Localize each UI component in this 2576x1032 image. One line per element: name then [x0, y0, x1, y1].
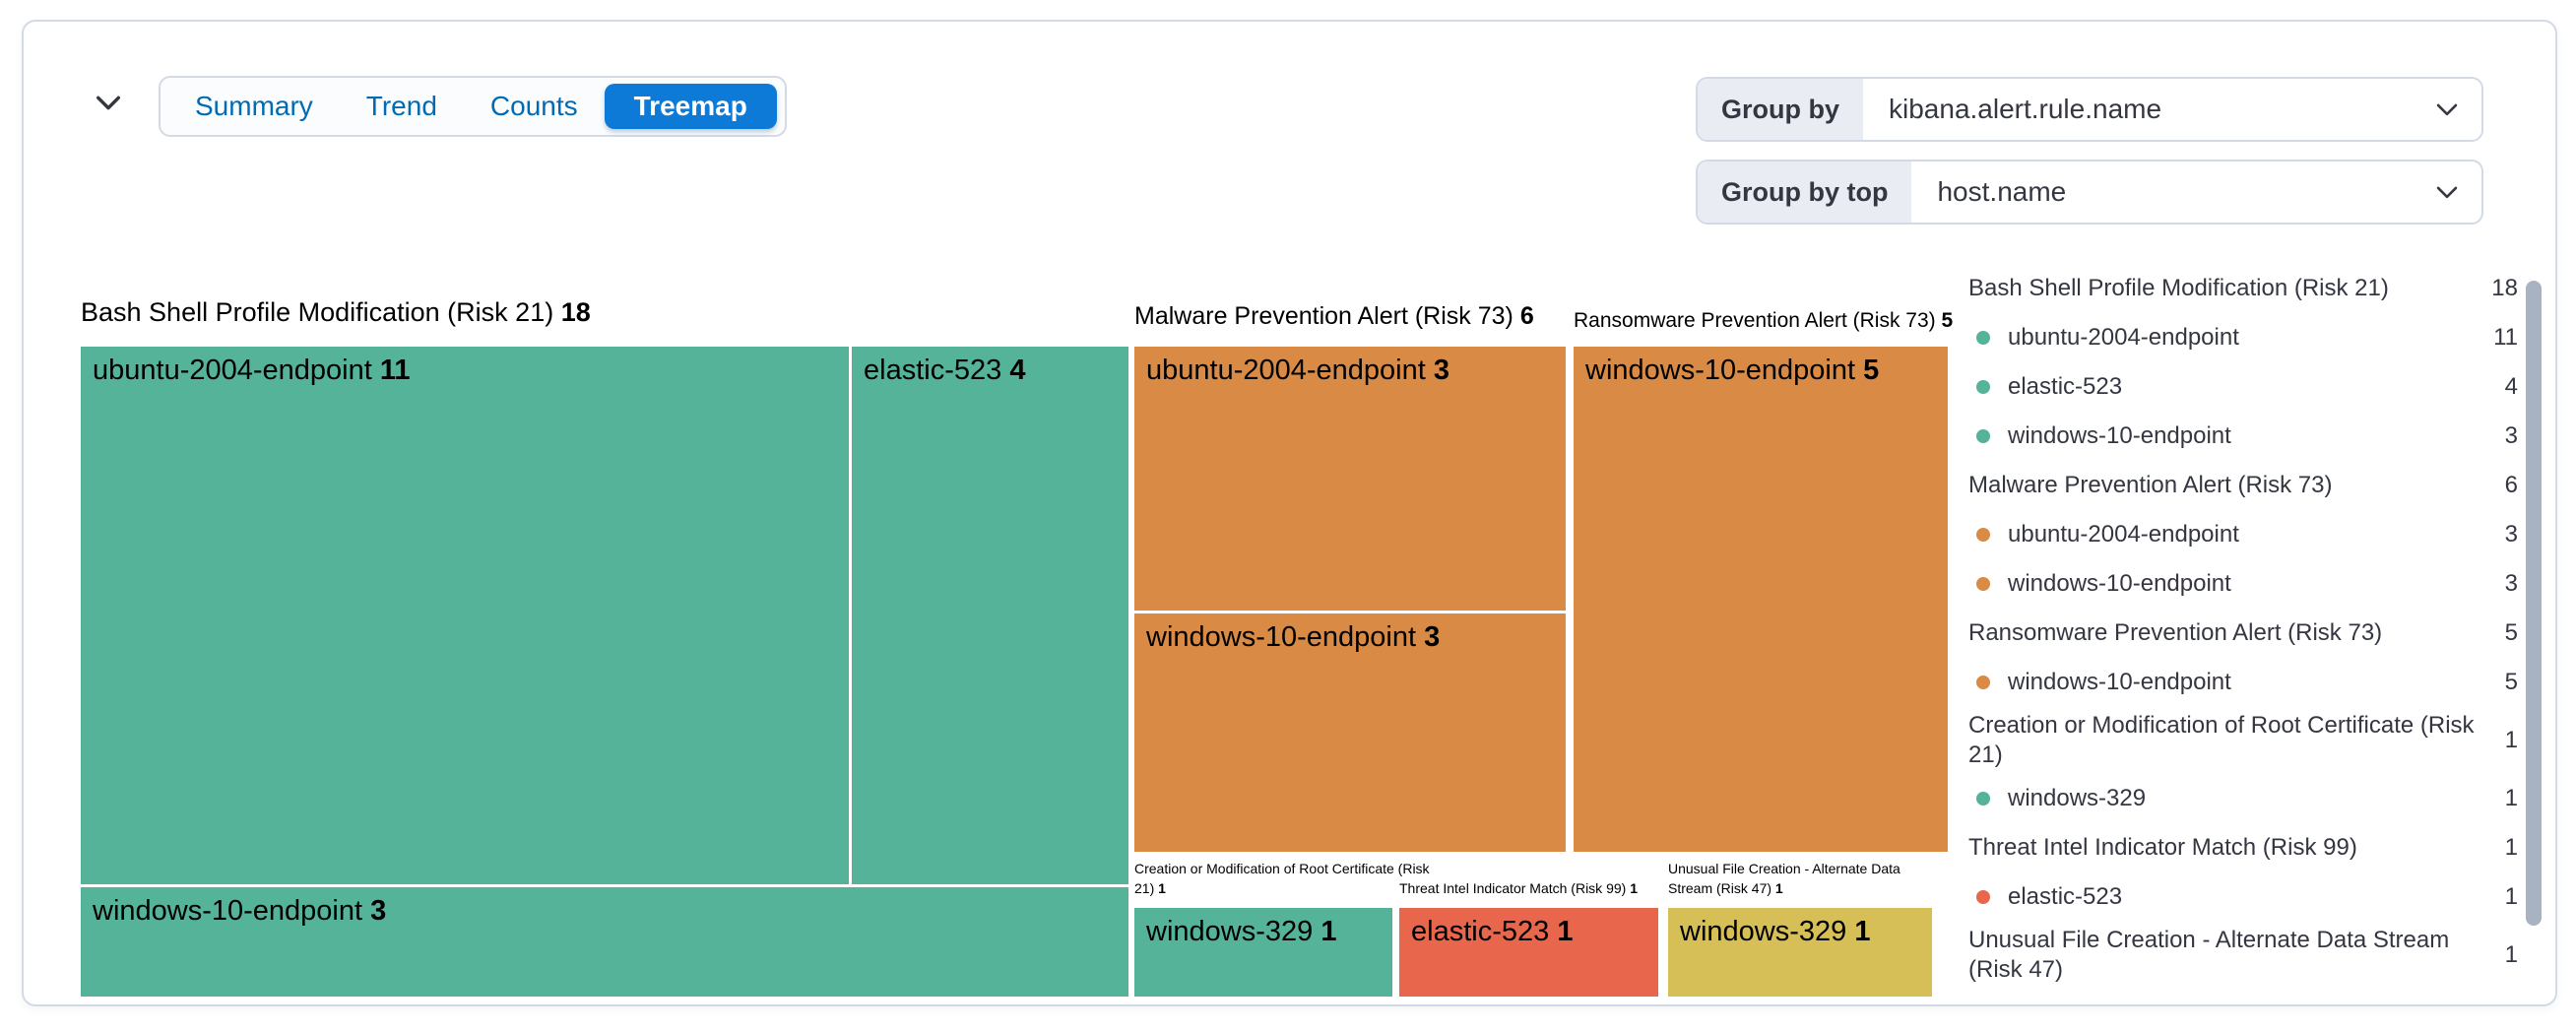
legend-group-row[interactable]: Malware Prevention Alert (Risk 73) 6	[1968, 461, 2518, 510]
legend-color-dot	[1976, 890, 1990, 904]
group-by-top-value: host.name	[1937, 176, 2067, 207]
legend-label: Unusual File Creation - Alternate Data S…	[1968, 927, 2450, 983]
treemap-section-label: Ransomware Prevention Alert (Risk 73) 5	[1574, 309, 1954, 332]
legend-value: 3	[2504, 422, 2518, 449]
treemap-tile[interactable]: windows-10-endpoint 3	[1134, 613, 1566, 852]
legend-value: 1	[2504, 941, 2518, 968]
legend-label: Malware Prevention Alert (Risk 73)	[1968, 472, 2333, 498]
tab-summary[interactable]: Summary	[168, 84, 340, 129]
legend-group-row[interactable]: Unusual File Creation - Alternate Data S…	[1968, 922, 2518, 989]
legend-value: 11	[2493, 324, 2518, 351]
treemap-tile[interactable]: windows-10-endpoint 5	[1574, 347, 1948, 852]
treemap-section-label: Creation or Modification of Root Certifi…	[1134, 861, 1430, 896]
group-by-top-label: Group by top	[1698, 161, 1912, 223]
legend-value: 1	[2504, 883, 2518, 910]
legend-label: windows-329	[2008, 785, 2147, 811]
legend-scrollbar-thumb[interactable]	[2526, 281, 2542, 926]
legend-group-row[interactable]: Bash Shell Profile Modification (Risk 21…	[1968, 264, 2518, 313]
legend-item-row[interactable]: elastic-523 1	[1968, 872, 2518, 922]
legend-color-dot	[1976, 528, 1990, 542]
legend-value: 6	[2504, 472, 2518, 498]
legend-label: ubuntu-2004-endpoint	[2008, 324, 2239, 351]
legend-group-row[interactable]: Ransomware Prevention Alert (Risk 73) 5	[1968, 609, 2518, 658]
treemap-section-label: Bash Shell Profile Modification (Risk 21…	[81, 297, 591, 327]
legend-color-dot	[1976, 331, 1990, 345]
tab-counts[interactable]: Counts	[464, 84, 605, 129]
legend-value: 1	[2504, 785, 2518, 811]
legend-value: 4	[2504, 373, 2518, 400]
legend-color-dot	[1976, 676, 1990, 689]
legend-color-dot	[1976, 429, 1990, 443]
legend-value: 5	[2504, 669, 2518, 695]
treemap-tile[interactable]: windows-10-endpoint 3	[81, 887, 1128, 997]
legend-item-row[interactable]: ubuntu-2004-endpoint 11	[1968, 313, 2518, 362]
legend-item-row[interactable]: elastic-523 4	[1968, 362, 2518, 412]
treemap-section-label: Threat Intel Indicator Match (Risk 99) 1	[1399, 880, 1638, 896]
chevron-down-icon	[2434, 161, 2481, 223]
legend-value: 18	[2491, 275, 2518, 301]
chevron-down-icon	[2434, 79, 2481, 140]
tab-trend[interactable]: Trend	[340, 84, 464, 129]
group-by-select[interactable]: Group by kibana.alert.rule.name	[1696, 77, 2483, 142]
legend-item-row[interactable]: windows-329 1	[1968, 774, 2518, 823]
legend-label: windows-10-endpoint	[2008, 570, 2231, 597]
legend-label: Bash Shell Profile Modification (Risk 21…	[1968, 275, 2389, 301]
alerts-visualization-panel: Summary Trend Counts Treemap Group by kiban…	[22, 20, 2557, 1006]
legend-label: elastic-523	[2008, 883, 2123, 910]
legend-scrollbar	[2526, 273, 2542, 997]
legend-label: Ransomware Prevention Alert (Risk 73)	[1968, 619, 2383, 646]
treemap-section-label: Malware Prevention Alert (Risk 73) 6	[1134, 302, 1534, 330]
legend-value: 3	[2504, 521, 2518, 548]
legend-value: 1	[2504, 834, 2518, 861]
view-mode-button-group: Summary Trend Counts Treemap	[159, 76, 787, 137]
legend-value: 1	[2504, 727, 2518, 753]
treemap-tile[interactable]: windows-329 1	[1668, 908, 1932, 997]
group-by-label: Group by	[1698, 79, 1863, 140]
group-by-value: kibana.alert.rule.name	[1889, 94, 2162, 124]
treemap-tile[interactable]: windows-329 1	[1134, 908, 1392, 997]
treemap-tile[interactable]: elastic-523 4	[852, 347, 1128, 884]
collapse-panel-button[interactable]	[87, 83, 130, 126]
treemap-section-label: Unusual File Creation - Alternate Data S…	[1668, 861, 1900, 896]
tab-treemap[interactable]: Treemap	[604, 84, 777, 129]
treemap-tile[interactable]: ubuntu-2004-endpoint 3	[1134, 347, 1566, 611]
legend-label: elastic-523	[2008, 373, 2123, 400]
legend-item-row[interactable]: windows-10-endpoint 3	[1968, 412, 2518, 461]
treemap-tile[interactable]: ubuntu-2004-endpoint 11	[81, 347, 849, 884]
treemap-tile[interactable]: elastic-523 1	[1399, 908, 1658, 997]
chevron-down-icon	[94, 88, 123, 122]
legend-label: windows-10-endpoint	[2008, 669, 2231, 695]
legend-color-dot	[1976, 792, 1990, 806]
legend-item-row[interactable]: windows-10-endpoint 5	[1968, 658, 2518, 707]
legend-group-row[interactable]: Creation or Modification of Root Certifi…	[1968, 707, 2518, 774]
legend-label: Threat Intel Indicator Match (Risk 99)	[1968, 834, 2357, 861]
treemap-legend: Bash Shell Profile Modification (Risk 21…	[1968, 264, 2518, 989]
legend-item-row[interactable]: ubuntu-2004-endpoint 3	[1968, 510, 2518, 559]
legend-value: 3	[2504, 570, 2518, 597]
legend-label: ubuntu-2004-endpoint	[2008, 521, 2239, 548]
legend-item-row[interactable]: windows-10-endpoint 3	[1968, 559, 2518, 609]
legend-label: windows-10-endpoint	[2008, 422, 2231, 449]
legend-color-dot	[1976, 577, 1990, 591]
legend-group-row[interactable]: Threat Intel Indicator Match (Risk 99) 1	[1968, 823, 2518, 872]
legend-color-dot	[1976, 380, 1990, 394]
legend-label: Creation or Modification of Root Certifi…	[1968, 712, 2475, 768]
group-by-top-select[interactable]: Group by top host.name	[1696, 160, 2483, 225]
legend-value: 5	[2504, 619, 2518, 646]
